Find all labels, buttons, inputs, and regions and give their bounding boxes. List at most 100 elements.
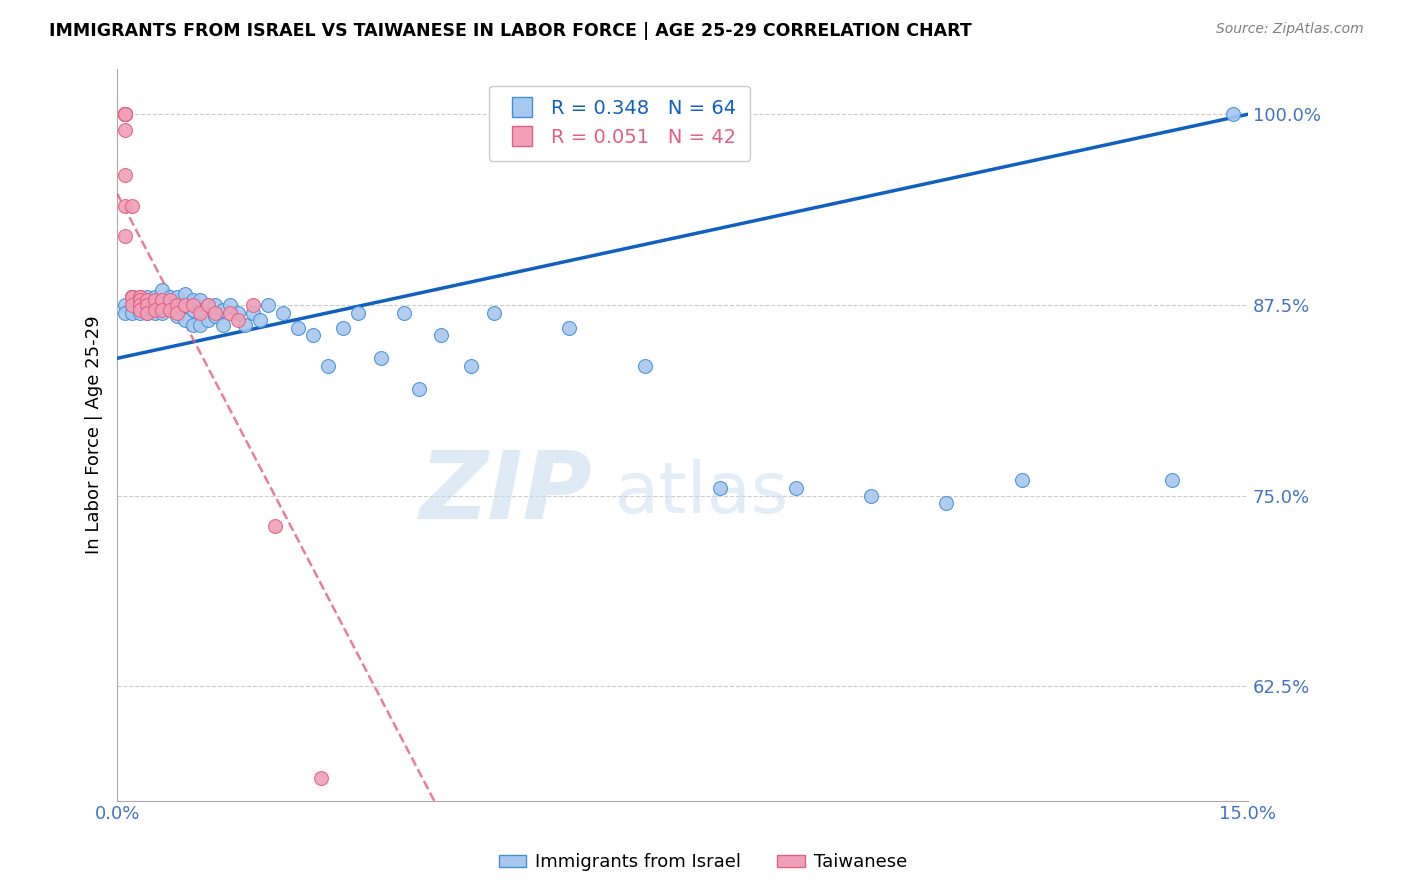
Point	[226, 313, 249, 327]
Point	[785, 481, 807, 495]
Point	[128, 298, 150, 312]
Point	[143, 290, 166, 304]
Point	[121, 290, 143, 304]
Legend: R = 0.348   N = 64, R = 0.051   N = 42: R = 0.348 N = 64, R = 0.051 N = 42	[489, 86, 749, 161]
Point	[460, 359, 482, 373]
Point	[152, 298, 174, 312]
Text: ZIP: ZIP	[419, 447, 592, 539]
Point	[128, 290, 150, 304]
Point	[136, 305, 159, 319]
Point	[121, 305, 143, 319]
Point	[316, 359, 339, 373]
Text: Source: ZipAtlas.com: Source: ZipAtlas.com	[1216, 22, 1364, 37]
Point	[128, 293, 150, 308]
Point	[408, 382, 430, 396]
Point	[121, 298, 143, 312]
Point	[143, 298, 166, 312]
Point	[166, 290, 188, 304]
Point	[204, 305, 226, 319]
Point	[242, 298, 264, 312]
Point	[114, 107, 136, 121]
Point	[181, 302, 204, 317]
Point	[257, 298, 280, 312]
Point	[211, 302, 233, 317]
Point	[159, 293, 181, 308]
Point	[558, 320, 581, 334]
Point	[114, 199, 136, 213]
Point	[181, 318, 204, 332]
Point	[159, 298, 181, 312]
Point	[211, 318, 233, 332]
Point	[309, 771, 332, 785]
Point	[166, 298, 188, 312]
Point	[226, 305, 249, 319]
Point	[264, 519, 287, 533]
Point	[634, 359, 657, 373]
Point	[128, 305, 150, 319]
Point	[152, 305, 174, 319]
Point	[197, 313, 219, 327]
Point	[188, 305, 211, 319]
Point	[188, 293, 211, 308]
Point	[197, 298, 219, 312]
Point	[121, 298, 143, 312]
Point	[136, 305, 159, 319]
Point	[143, 305, 166, 319]
Point	[114, 122, 136, 136]
Point	[174, 313, 197, 327]
Point	[114, 107, 136, 121]
Point	[430, 328, 453, 343]
Point	[188, 302, 211, 317]
Point	[114, 107, 136, 121]
Point	[482, 305, 505, 319]
Point	[1222, 107, 1244, 121]
Point	[709, 481, 731, 495]
Point	[121, 290, 143, 304]
Point	[128, 298, 150, 312]
Text: IMMIGRANTS FROM ISRAEL VS TAIWANESE IN LABOR FORCE | AGE 25-29 CORRELATION CHART: IMMIGRANTS FROM ISRAEL VS TAIWANESE IN L…	[49, 22, 972, 40]
Point	[114, 229, 136, 244]
Point	[114, 107, 136, 121]
Point	[1011, 473, 1033, 487]
Point	[271, 305, 294, 319]
Point	[347, 305, 370, 319]
Point	[121, 290, 143, 304]
Point	[242, 305, 264, 319]
Point	[197, 298, 219, 312]
Point	[121, 290, 143, 304]
Point	[249, 313, 271, 327]
Point	[174, 287, 197, 301]
Point	[121, 199, 143, 213]
Point	[332, 320, 354, 334]
Point	[136, 298, 159, 312]
Point	[159, 302, 181, 317]
Point	[114, 107, 136, 121]
Point	[136, 290, 159, 304]
Point	[204, 298, 226, 312]
Point	[287, 320, 309, 334]
Point	[204, 309, 226, 323]
Y-axis label: In Labor Force | Age 25-29: In Labor Force | Age 25-29	[86, 315, 103, 554]
Point	[392, 305, 415, 319]
Point	[136, 293, 159, 308]
Point	[935, 496, 957, 510]
Point	[859, 489, 882, 503]
Point	[152, 293, 174, 308]
Point	[181, 298, 204, 312]
Point	[114, 298, 136, 312]
Point	[166, 305, 188, 319]
Point	[219, 305, 242, 319]
Point	[152, 302, 174, 317]
Point	[370, 351, 392, 366]
Point	[136, 298, 159, 312]
Point	[159, 290, 181, 304]
Point	[1161, 473, 1184, 487]
Point	[166, 298, 188, 312]
Legend: Immigrants from Israel, Taiwanese: Immigrants from Israel, Taiwanese	[492, 847, 914, 879]
Point	[143, 293, 166, 308]
Point	[121, 290, 143, 304]
Point	[181, 293, 204, 308]
Point	[128, 290, 150, 304]
Point	[114, 107, 136, 121]
Point	[166, 309, 188, 323]
